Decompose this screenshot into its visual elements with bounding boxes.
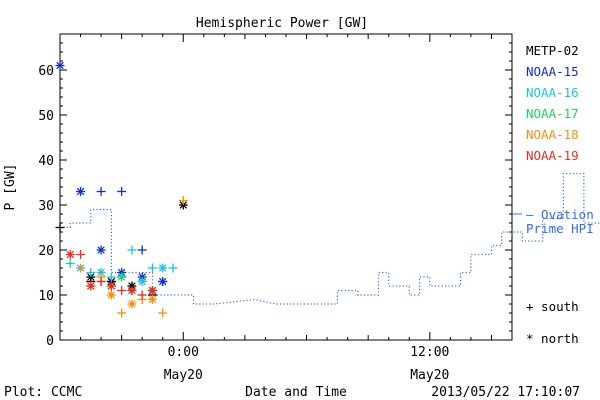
legend-entry: NOAA-15 <box>526 64 579 79</box>
north-marker-d2 <box>128 300 136 308</box>
footer-timestamp: 2013/05/22 17:10:07 <box>431 385 580 400</box>
y-axis: 0 10 20 30 40 50 60 <box>38 33 512 349</box>
x-tick-time-label: 12:00 <box>410 345 449 360</box>
legend-entry: NOAA-18 <box>526 127 579 142</box>
north-marker-d2 <box>148 286 157 295</box>
series-noaa-15 <box>55 61 168 286</box>
north-marker-d2 <box>158 277 167 286</box>
legend-entry: NOAA-19 <box>526 148 579 163</box>
series-noaa-19 <box>65 250 157 300</box>
x-tick-date-label: May20 <box>164 368 203 383</box>
plot-frame <box>59 33 513 341</box>
series-metp-02 <box>55 200 188 300</box>
y-tick-label: 30 <box>38 199 54 214</box>
north-marker-d2 <box>128 286 136 295</box>
x-axis-label: Date and Time <box>245 385 347 400</box>
legend-south: + south <box>526 299 579 314</box>
north-marker-d2 <box>158 264 167 272</box>
north-marker-d2 <box>148 295 157 304</box>
x-tick-date-label: May20 <box>410 368 449 383</box>
y-tick-label: 60 <box>38 64 54 79</box>
north-marker-d2 <box>56 61 64 70</box>
north-marker-d2 <box>66 250 75 259</box>
x-axis: 0:00May2012:00May200:00May2112:00May210:… <box>59 34 513 383</box>
legend-north: * north <box>526 331 579 346</box>
series-noaa-18 <box>76 196 188 318</box>
satellite-markers <box>55 61 188 318</box>
y-tick-label: 20 <box>38 244 54 259</box>
legend: METP-02 NOAA-15 NOAA-16 NOAA-17 NOAA-18 NOAA-… <box>526 43 579 163</box>
north-marker-d2 <box>97 246 105 254</box>
y-tick-label: 50 <box>38 109 54 124</box>
north-marker-d2 <box>107 282 116 290</box>
north-marker-d2 <box>138 277 146 286</box>
legend-entry: METP-02 <box>526 43 579 58</box>
legend-entry: NOAA-16 <box>526 85 579 100</box>
y-tick-label: 10 <box>38 289 54 304</box>
ovation-legend-line1: — Ovation <box>526 207 594 222</box>
chart-title: Hemispheric Power [GW] <box>196 16 368 31</box>
north-marker-d2 <box>107 291 116 299</box>
y-axis-label: P [GW] <box>3 164 18 211</box>
x-tick-time-label: 0:00 <box>168 345 199 360</box>
north-marker-d2 <box>76 187 85 196</box>
ovation-legend-line2: Prime HPI <box>526 221 594 236</box>
legend-entry: NOAA-17 <box>526 106 579 121</box>
y-tick-label: 40 <box>38 154 54 169</box>
ovation-series <box>60 172 600 305</box>
north-marker-d2 <box>87 282 95 290</box>
footer-plot-credit: Plot: CCMC <box>4 385 82 400</box>
y-tick-label: 0 <box>46 334 54 349</box>
